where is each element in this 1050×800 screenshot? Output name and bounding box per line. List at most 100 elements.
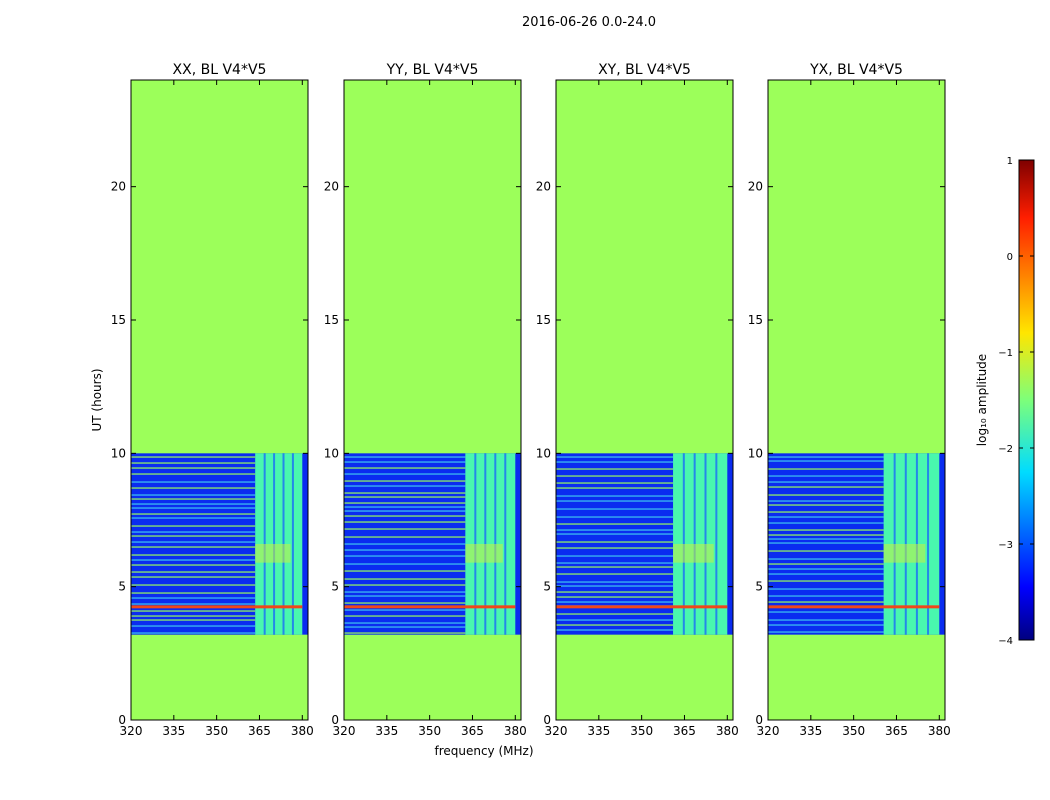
x-tick-label: 350 [630, 724, 653, 738]
y-axis-label: UT (hours) [90, 368, 104, 431]
figure-suptitle: 2016-06-26 0.0-24.0 [522, 15, 656, 30]
flag-stripe [556, 456, 674, 458]
flag-stripe [344, 615, 466, 617]
flag-stripe [131, 571, 256, 573]
flag-stripe [556, 541, 674, 543]
panel-frame [130, 79, 309, 721]
flag-stripe [556, 619, 674, 621]
y-tick-label: 15 [536, 313, 551, 327]
flag-stripe [131, 603, 256, 605]
flag-stripe [131, 619, 256, 621]
flag-stripe [556, 529, 674, 531]
flag-stripe [344, 549, 466, 551]
flag-stripe [131, 503, 256, 505]
x-tick-label: 335 [799, 724, 822, 738]
flag-stripe [344, 632, 466, 634]
flag-stripe [131, 615, 256, 617]
flag-stripe [344, 543, 466, 545]
panel-2: YY, BL V4*V5 320 335 350 365 380 0 5 10 15 20 [324, 62, 527, 738]
flag-stripe [344, 502, 466, 504]
flag-stripe [344, 602, 466, 604]
x-tick-label: 320 [120, 724, 143, 738]
flag-stripe [344, 510, 466, 512]
flag-stripe [556, 573, 674, 575]
flag-stripe [556, 555, 674, 557]
y-tick-label: 20 [536, 180, 551, 194]
flag-stripe [556, 566, 674, 568]
y-tick-label: 0 [755, 713, 763, 727]
flag-stripe [344, 480, 466, 482]
flag-stripe [344, 492, 466, 494]
x-tick-label: 350 [205, 724, 228, 738]
flag-stripe [131, 584, 256, 586]
band-gap [927, 453, 930, 635]
y-tick-label: 15 [748, 313, 763, 327]
flag-stripe [131, 517, 256, 519]
flag-stripe [556, 523, 674, 525]
flag-stripe [556, 585, 674, 587]
flag-stripe [556, 482, 674, 484]
flag-stripe [768, 624, 884, 626]
y-tick-label: 15 [324, 313, 339, 327]
flag-stripe [344, 506, 466, 508]
flag-stripe [344, 528, 466, 530]
y-tick-label: 5 [755, 580, 763, 594]
flag-stripe [131, 632, 256, 634]
x-tick-label: 320 [545, 724, 568, 738]
flag-stripe [556, 601, 674, 603]
flag-stripe [131, 513, 256, 515]
flag-stripe [556, 591, 674, 593]
flag-stripe [344, 555, 466, 557]
flag-stripe [344, 595, 466, 597]
flag-stripe [768, 631, 884, 633]
flag-stripe [768, 568, 884, 570]
y-tick-label: 20 [111, 180, 126, 194]
flag-stripe [768, 516, 884, 518]
flag-stripe [344, 563, 466, 565]
flag-stripe [556, 487, 674, 489]
flag-stripe [344, 456, 466, 458]
flag-stripe [556, 596, 674, 598]
flag-stripe [344, 536, 466, 538]
colorbar-tick-label: −3 [998, 540, 1013, 551]
y-tick-label: 0 [543, 713, 551, 727]
flag-stripe [131, 576, 256, 578]
x-tick-label: 335 [375, 724, 398, 738]
flag-stripe [768, 486, 884, 488]
flag-stripe [768, 601, 884, 603]
flag-stripe [768, 529, 884, 531]
flag-stripe [556, 461, 674, 463]
rfi-line [768, 605, 940, 609]
flag-stripe [344, 591, 466, 593]
flag-stripe [768, 538, 884, 540]
flag-stripe [344, 521, 466, 523]
panel-title: YX, BL V4*V5 [809, 62, 903, 78]
colorbar-tick-label: 1 [1007, 156, 1013, 167]
panel-title: XY, BL V4*V5 [598, 62, 691, 78]
flag-stripe [556, 516, 674, 518]
band-gap [715, 453, 718, 635]
band-gap [291, 453, 294, 635]
colorbar: log₁₀ amplitude 1 0 −1 −2 −3 −4 [975, 156, 1035, 647]
flag-stripe [556, 581, 674, 583]
flag-stripe [131, 592, 256, 594]
flag-stripe [768, 588, 884, 590]
x-tick-label: 365 [248, 724, 271, 738]
y-tick-label: 10 [748, 446, 763, 460]
flag-stripe [344, 584, 466, 586]
flag-stripe [768, 481, 884, 483]
flag-stripe [344, 570, 466, 572]
bright-feature [465, 544, 503, 563]
y-tick-label: 0 [118, 713, 126, 727]
x-tick-label: 380 [291, 724, 314, 738]
flag-stripe [344, 461, 466, 463]
flag-stripe [131, 559, 256, 561]
flag-stripe [556, 613, 674, 615]
colorbar-tick-label: −2 [998, 444, 1013, 455]
y-tick-label: 20 [748, 180, 763, 194]
flag-stripe [768, 511, 884, 513]
flag-stripe [131, 531, 256, 533]
flag-stripe [556, 468, 674, 470]
flag-stripe [344, 485, 466, 487]
flag-stripe [131, 597, 256, 599]
